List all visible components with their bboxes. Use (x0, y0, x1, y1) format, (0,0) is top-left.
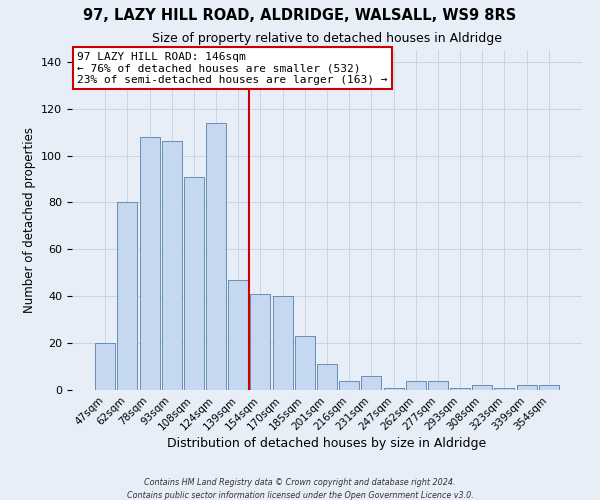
Bar (339, 380, 359, 390)
Text: 97, LAZY HILL ROAD, ALDRIDGE, WALSALL, WS9 8RS: 97, LAZY HILL ROAD, ALDRIDGE, WALSALL, W… (83, 8, 517, 22)
Y-axis label: Number of detached properties: Number of detached properties (23, 127, 35, 313)
Text: 97 LAZY HILL ROAD: 146sqm
← 76% of detached houses are smaller (532)
23% of semi: 97 LAZY HILL ROAD: 146sqm ← 76% of detac… (77, 52, 388, 85)
Bar (206, 122, 226, 390)
Text: Contains HM Land Registry data © Crown copyright and database right 2024.
Contai: Contains HM Land Registry data © Crown c… (127, 478, 473, 500)
Bar (472, 386, 492, 390)
Bar (184, 176, 204, 390)
Bar (250, 294, 271, 390)
Bar (317, 364, 337, 390)
Bar (228, 280, 248, 390)
Title: Size of property relative to detached houses in Aldridge: Size of property relative to detached ho… (152, 32, 502, 44)
Bar (272, 296, 293, 390)
X-axis label: Distribution of detached houses by size in Aldridge: Distribution of detached houses by size … (167, 438, 487, 450)
Bar (140, 137, 160, 390)
Bar (539, 386, 559, 390)
Bar (118, 202, 137, 390)
Bar (406, 380, 426, 390)
Bar (494, 388, 514, 390)
Bar (517, 386, 536, 390)
Bar (95, 343, 115, 390)
Bar (361, 376, 382, 390)
Bar (450, 388, 470, 390)
Bar (383, 388, 404, 390)
Bar (428, 380, 448, 390)
Bar (162, 142, 182, 390)
Bar (295, 336, 315, 390)
